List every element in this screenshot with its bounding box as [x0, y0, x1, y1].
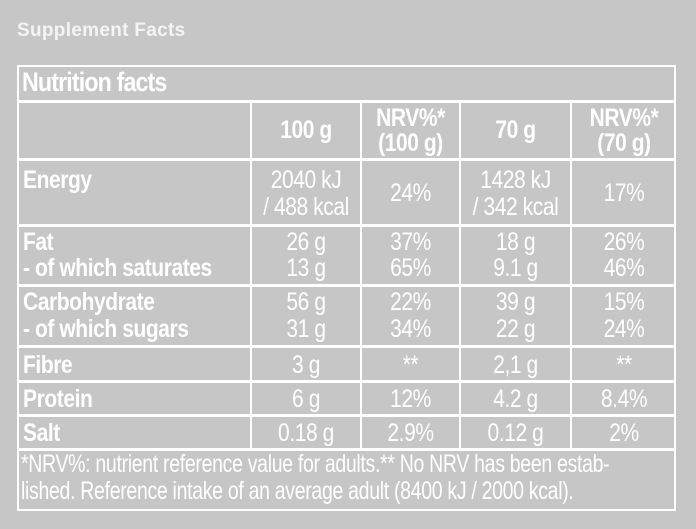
carbohydrate-nrv-70g: 15% [603, 288, 645, 316]
saturates-70g: 9.1 g [493, 254, 538, 282]
protein-nrv-100g: 12% [390, 385, 431, 413]
row-divider-fibre [17, 380, 676, 383]
header-nrv-100g-line2: (100 g) [378, 129, 443, 157]
row-label-salt: Salt [23, 419, 60, 447]
fibre-nrv-70g: ** [616, 351, 632, 379]
column-divider-4 [570, 100, 572, 450]
fat-nrv-100g: 37% [390, 228, 431, 256]
saturates-100g: 13 g [286, 254, 326, 282]
sugars-70g: 22 g [495, 315, 536, 343]
sugars-100g: 31 g [286, 315, 326, 343]
saturates-nrv-100g: 65% [390, 254, 431, 282]
nutrition-facts-title: Nutrition facts [22, 67, 167, 97]
fat-100g: 26 g [286, 228, 326, 256]
energy-70g-kcal: / 342 kcal [472, 193, 559, 221]
page-title: Supplement Facts [17, 20, 186, 41]
sugars-nrv-70g: 24% [603, 315, 645, 343]
salt-nrv-70g: 2% [609, 419, 639, 447]
row-label-carbohydrate: Carbohydrate [23, 288, 155, 316]
protein-70g: 4.2 g [493, 385, 538, 413]
title-divider [17, 100, 676, 103]
row-divider-protein [17, 414, 676, 417]
column-divider-1 [250, 100, 252, 450]
row-label-sugars: - of which sugars [23, 315, 189, 343]
header-70g: 70 g [495, 116, 536, 144]
header-nrv-100g-line1: NRV%* [376, 104, 445, 132]
row-label-protein: Protein [23, 385, 93, 413]
carbohydrate-70g: 39 g [495, 288, 536, 316]
row-divider-carbohydrate [17, 345, 676, 348]
saturates-nrv-70g: 46% [603, 254, 645, 282]
row-divider-energy [17, 224, 676, 227]
column-divider-3 [459, 100, 461, 450]
header-nrv-70g-line1: NRV%* [589, 104, 659, 132]
energy-100g-kcal: / 488 kcal [263, 193, 349, 221]
protein-nrv-70g: 8.4% [600, 385, 648, 413]
fat-nrv-70g: 26% [603, 228, 645, 256]
fat-70g: 18 g [495, 228, 536, 256]
fibre-100g: 3 g [292, 351, 320, 379]
salt-nrv-100g: 2.9% [387, 419, 434, 447]
energy-100g-kj: 2040 kJ [270, 166, 342, 194]
salt-100g: 0.18 g [278, 419, 334, 447]
sugars-nrv-100g: 34% [390, 315, 431, 343]
salt-70g: 0.12 g [487, 419, 544, 447]
energy-nrv-70g: 17% [603, 179, 645, 207]
header-100g: 100 g [280, 116, 332, 144]
column-divider-2 [360, 100, 362, 450]
nutrition-facts-box [17, 65, 676, 511]
row-label-fibre: Fibre [23, 351, 73, 379]
row-label-saturates: - of which saturates [23, 254, 212, 282]
carbohydrate-nrv-100g: 22% [390, 288, 431, 316]
energy-nrv-100g: 24% [390, 179, 431, 207]
row-label-energy: Energy [23, 166, 92, 194]
row-divider-fat [17, 284, 676, 287]
row-label-fat: Fat [23, 228, 54, 256]
fibre-70g: 2,1 g [493, 351, 538, 379]
carbohydrate-100g: 56 g [286, 288, 326, 316]
row-divider-salt [17, 448, 676, 451]
footnote-line-2: lished. Reference intake of an average a… [21, 477, 574, 505]
protein-100g: 6 g [292, 385, 320, 413]
fibre-nrv-100g: ** [402, 351, 419, 379]
footnote: *NRV%: nutrient reference value for adul… [21, 450, 610, 505]
header-nrv-70g-line2: (70 g) [597, 129, 651, 157]
header-divider [17, 158, 676, 161]
energy-70g-kj: 1428 kJ [480, 166, 551, 194]
footnote-line-1: *NRV%: nutrient reference value for adul… [21, 450, 610, 478]
